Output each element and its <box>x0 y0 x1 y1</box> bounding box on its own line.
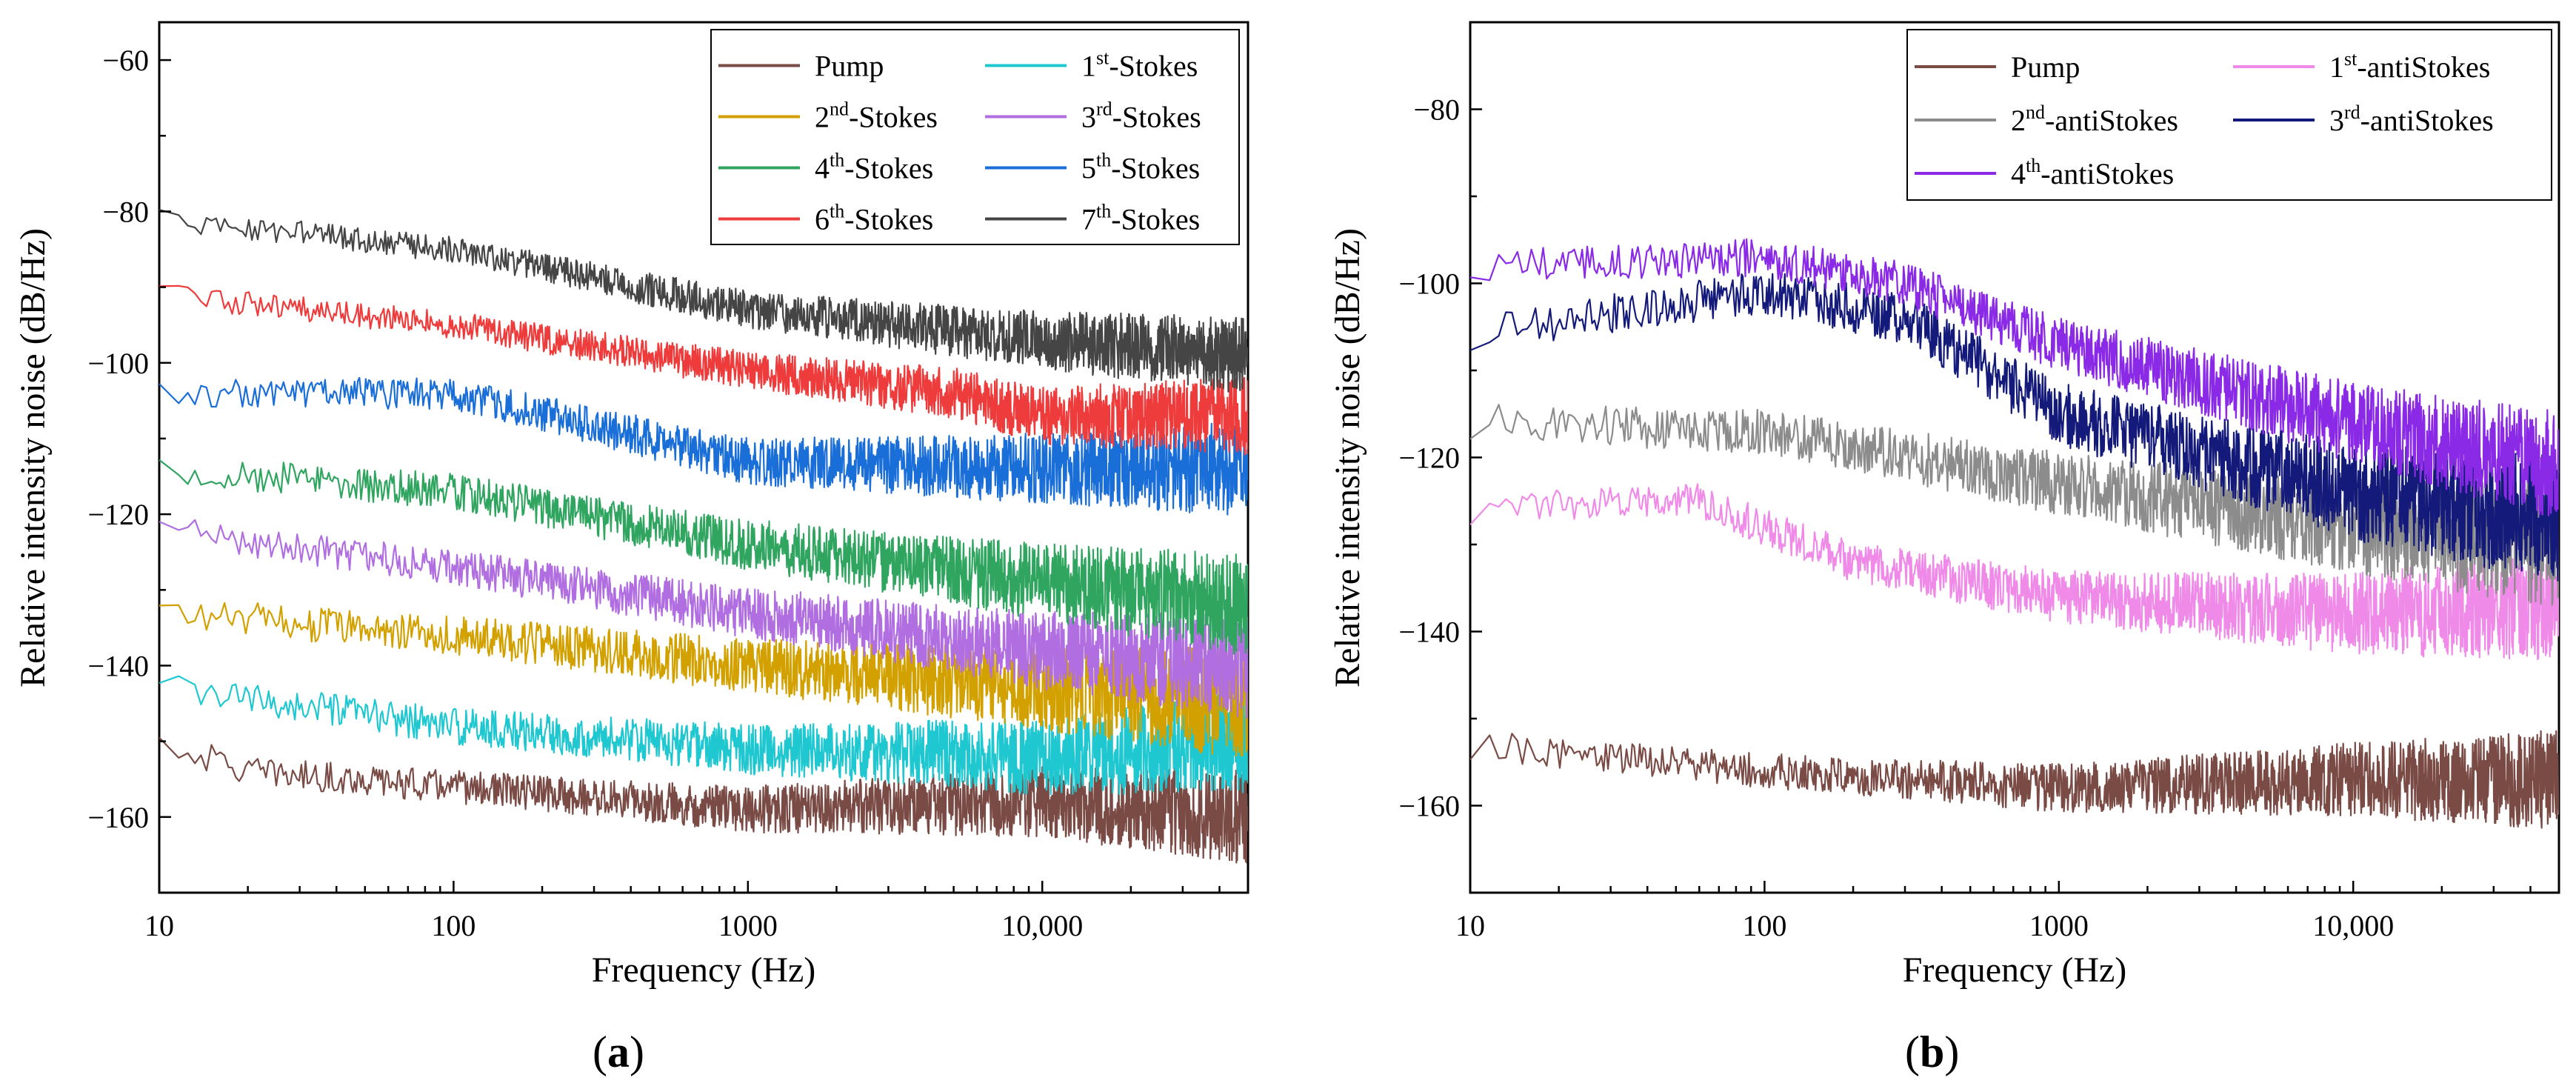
legend-label: 1st-antiStokes <box>2329 48 2490 84</box>
series-line-a-0 <box>159 736 1248 864</box>
x-tick-label: 10,000 <box>1001 909 1083 942</box>
legend-label: 3rd-Stokes <box>1081 99 1201 134</box>
series-line-a-5 <box>159 376 1248 516</box>
y-ticks-b: −160 −140 −120 −100 −80 <box>1398 93 1482 823</box>
legend-a: Pump 1st-Stokes 2nd-Stokes 3rd-Stokes 4th-St… <box>710 29 1240 245</box>
y-tick-label: −80 <box>1413 93 1460 127</box>
x-tick-label: 10 <box>144 909 174 942</box>
x-ticks-b: 10 100 1000 10,000 <box>1455 881 2560 942</box>
x-ticks-a: 10 100 1000 10,000 <box>144 881 1249 942</box>
y-ticks-a: −160 −140 −120 −100 −80 −60 <box>87 44 171 834</box>
series-line-a-6 <box>159 284 1248 456</box>
y-tick-label: −100 <box>1398 267 1460 301</box>
x-tick-label: 100 <box>1742 909 1786 942</box>
x-tick-label: 10 <box>1455 909 1485 942</box>
legend-label: 2nd-antiStokes <box>2011 101 2178 137</box>
x-tick-label: 1000 <box>718 909 778 942</box>
y-tick-label: −100 <box>87 347 149 380</box>
legend-label: 3rd-antiStokes <box>2329 101 2494 137</box>
y-tick-label: −160 <box>1398 790 1460 823</box>
x-tick-label: 100 <box>431 909 476 942</box>
panel-b: 10 100 1000 10,000 −160 −140 −120 −100 −80 Freq… <box>1328 21 2560 1076</box>
series-layer-b <box>1470 238 2559 829</box>
legend-label: 4th-Stokes <box>815 150 933 185</box>
legend-label: 6th-Stokes <box>815 201 933 236</box>
series-line-b-0 <box>1470 730 2559 829</box>
legend-label: Pump <box>2011 50 2080 84</box>
y-tick-label: −160 <box>87 801 149 834</box>
legend-label: 1st-Stokes <box>1081 47 1198 83</box>
y-tick-label: −140 <box>87 649 149 682</box>
panel-label-b: (b) <box>1905 1028 1959 1076</box>
legend-label: Pump <box>815 50 884 83</box>
panel-a: 10 100 1000 10,000 −160 −140 −120 −100 −80 −60 F… <box>13 21 1249 1076</box>
y-axis-title-b: Relative intensity noise (dB/Hz) <box>1328 228 1367 687</box>
y-tick-label: −120 <box>87 498 149 531</box>
x-tick-label: 10,000 <box>2312 909 2394 942</box>
legend-box <box>1906 29 2552 201</box>
series-line-a-4 <box>159 459 1248 655</box>
legend-label: 5th-Stokes <box>1081 150 1200 185</box>
series-line-b-1 <box>1470 483 2559 661</box>
legend-label: 4th-antiStokes <box>2011 155 2174 190</box>
y-axis-title-a: Relative intensity noise (dB/Hz) <box>13 228 53 687</box>
series-layer-a <box>159 208 1248 864</box>
series-line-b-3 <box>1470 273 2559 582</box>
series-line-a-7 <box>159 208 1248 393</box>
x-axis-title-b: Frequency (Hz) <box>1903 950 2127 990</box>
series-line-a-3 <box>159 519 1248 719</box>
legend-b: Pump 1st-antiStokes 2nd-antiStokes 3rd-anti… <box>1906 29 2552 201</box>
x-tick-label: 1000 <box>2029 909 2089 942</box>
y-tick-label: −80 <box>102 195 149 228</box>
y-tick-label: −60 <box>102 44 149 77</box>
series-line-a-1 <box>159 675 1248 796</box>
y-tick-label: −140 <box>1398 616 1460 649</box>
y-tick-label: −120 <box>1398 442 1460 475</box>
x-axis-title-a: Frequency (Hz) <box>592 950 816 990</box>
series-line-b-4 <box>1470 238 2559 517</box>
legend-label: 7th-Stokes <box>1081 201 1200 236</box>
legend-label: 2nd-Stokes <box>815 99 938 134</box>
panel-label-a: (a) <box>593 1028 644 1076</box>
